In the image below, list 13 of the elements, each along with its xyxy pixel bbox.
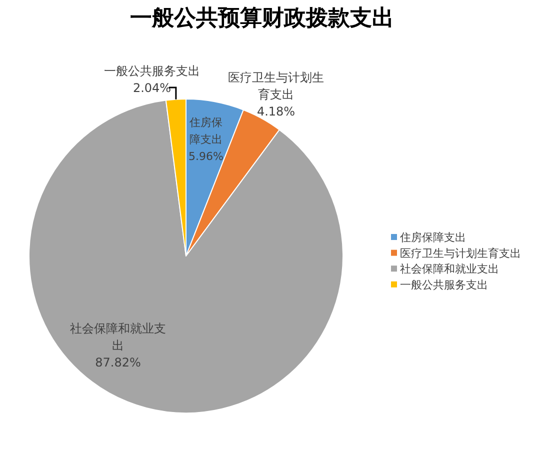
slice-label: 医疗卫生与计划生育支出 — [228, 70, 324, 102]
legend-label: 住房保障支出 — [400, 231, 466, 244]
data-label: 2.04% — [132, 81, 172, 96]
legend-label: 社会保障和就业支出 — [400, 262, 499, 276]
legend-label: 医疗卫生与计划生育支出 — [400, 246, 521, 260]
slice-label: 住房保障支出 — [190, 116, 222, 146]
data-label: 87.82% — [95, 356, 141, 370]
chart-title: 一般公共预算财政拨款支出 — [130, 5, 394, 31]
legend-label: 一般公共服务支出 — [400, 278, 488, 292]
data-label: 5.96% — [188, 150, 224, 164]
slice-label: 社会保障和就业支出 — [70, 322, 166, 353]
slice-label: 一般公共服务支出 — [104, 64, 200, 78]
data-label: 4.18% — [256, 104, 296, 119]
